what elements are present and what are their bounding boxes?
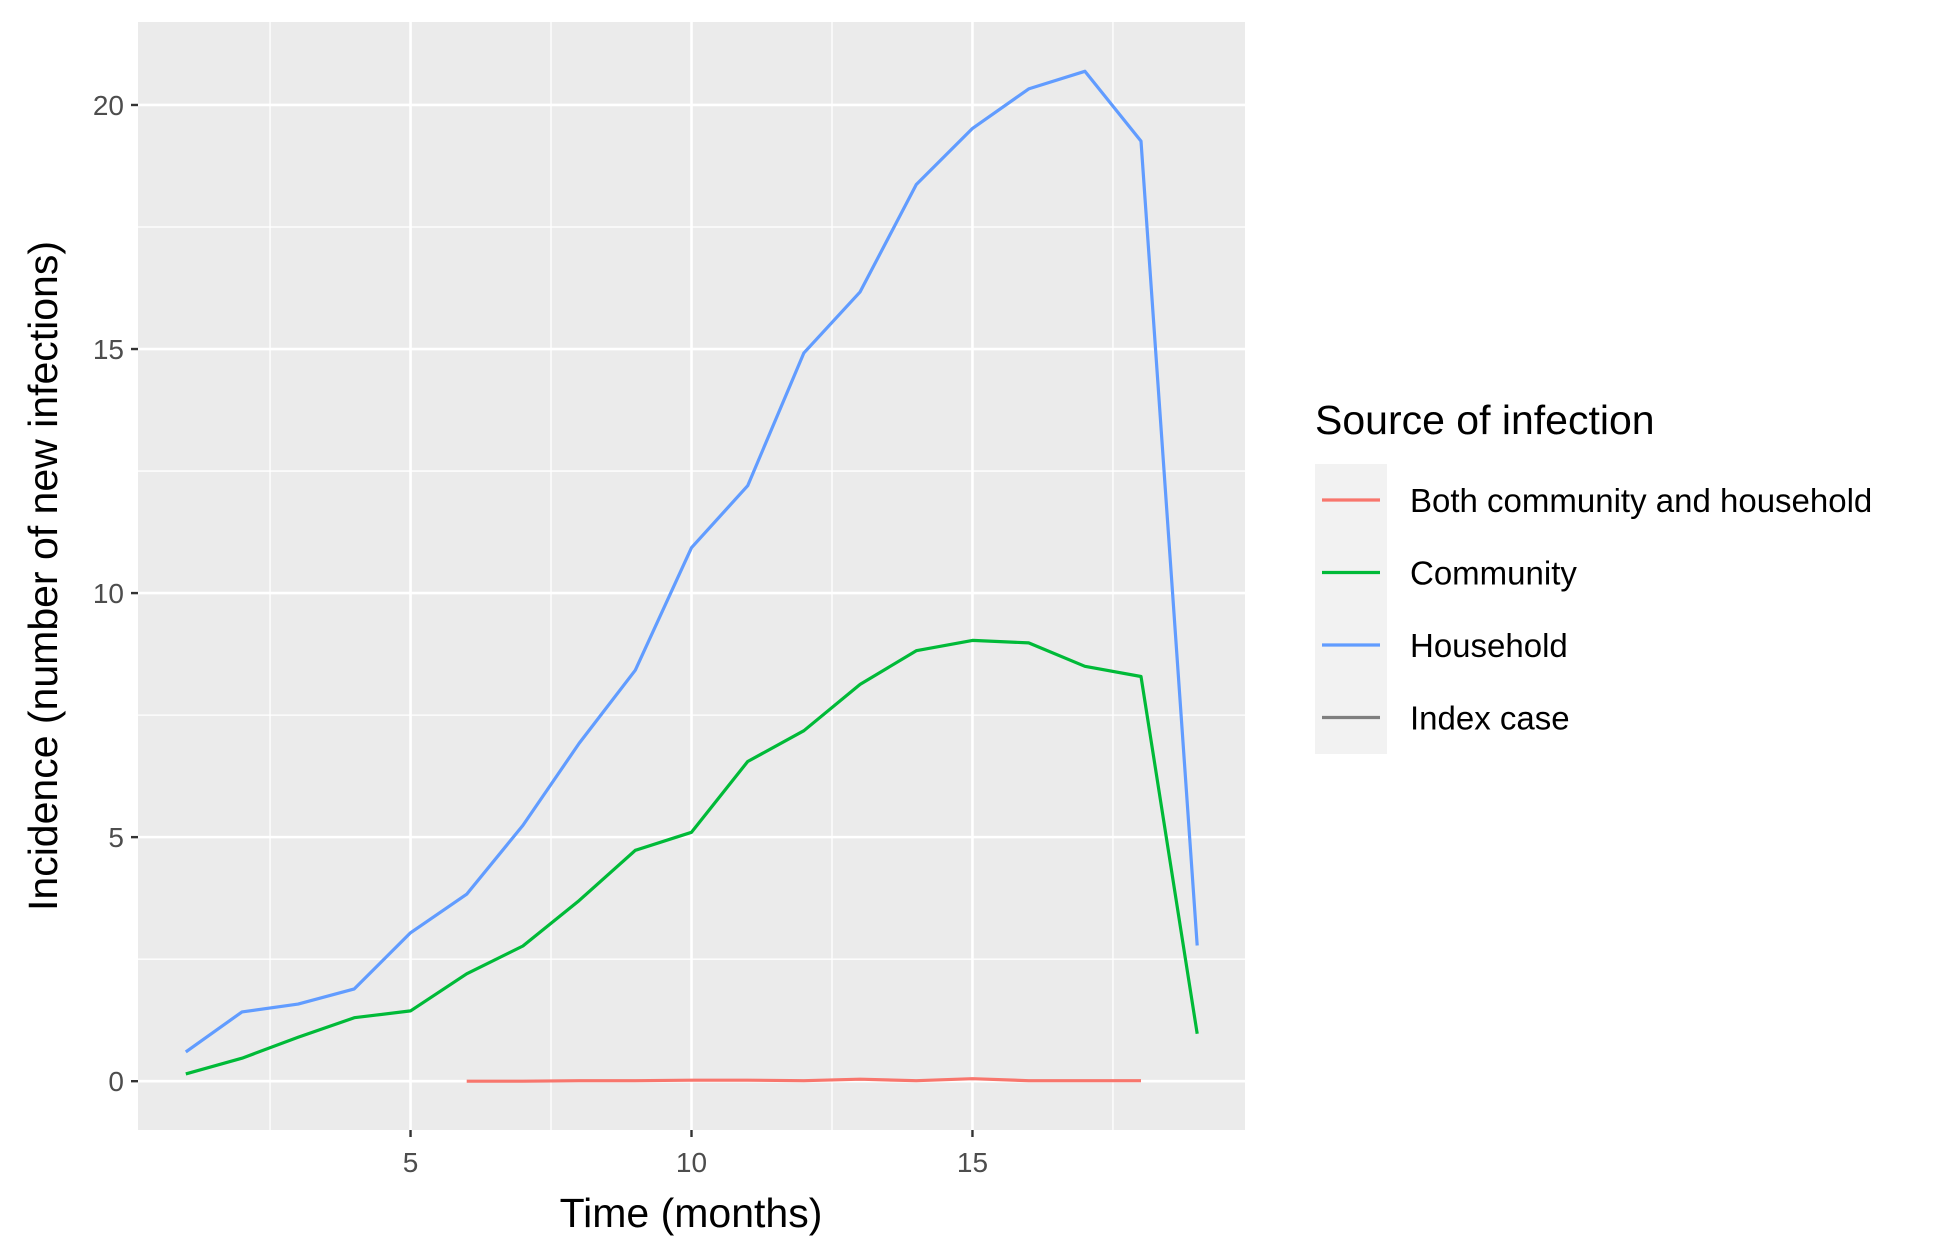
series-line xyxy=(466,1077,1141,1083)
x-tick-label: 5 xyxy=(403,1147,419,1178)
series-line xyxy=(184,69,1199,1054)
series-line xyxy=(185,638,1199,1076)
legend-items: Both community and household Community Hou… xyxy=(1322,482,1872,737)
legend-keys-background xyxy=(1315,464,1387,754)
x-tick-label: 10 xyxy=(676,1147,707,1178)
legend-title: Source of infection xyxy=(1315,397,1655,443)
y-tick-label: 5 xyxy=(108,822,124,853)
legend-label: Index case xyxy=(1410,700,1570,737)
series-lines xyxy=(184,69,1199,1083)
y-tick-label: 10 xyxy=(93,578,124,609)
y-axis-title: Incidence (number of new infections) xyxy=(20,241,66,911)
axis-ticks xyxy=(131,103,974,1137)
y-tick-label: 15 xyxy=(93,334,124,365)
legend-label: Both community and household xyxy=(1410,482,1872,519)
x-tick-label: 15 xyxy=(957,1147,988,1178)
legend-label: Household xyxy=(1410,627,1568,664)
legend: Source of infection Both community and h… xyxy=(1315,397,1872,754)
grid-major-lines xyxy=(138,22,1245,1130)
legend-label: Community xyxy=(1410,555,1577,592)
tick-labels: 5 10 15 0 5 10 15 20 xyxy=(93,90,988,1178)
y-tick-label: 20 xyxy=(93,90,124,121)
x-axis-title: Time (months) xyxy=(560,1190,823,1236)
y-tick-label: 0 xyxy=(108,1066,124,1097)
